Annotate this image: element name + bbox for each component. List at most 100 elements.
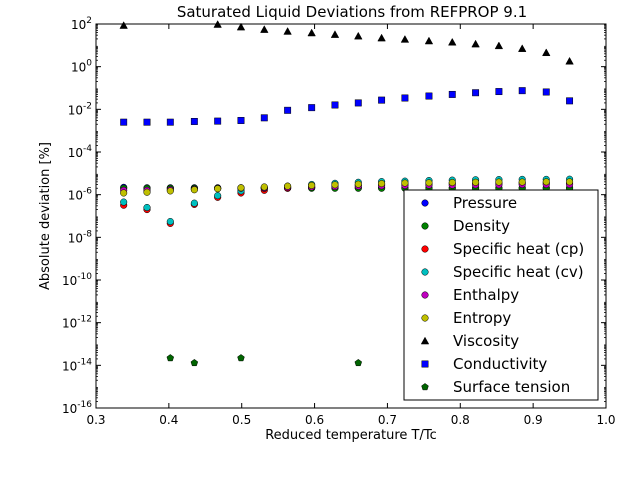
legend-entry: Specific heat (cp): [421, 240, 584, 258]
data-point: [120, 198, 128, 206]
series-viscosity: [119, 20, 574, 65]
data-point: [354, 180, 362, 188]
data-point: [308, 104, 316, 112]
data-point: [377, 33, 386, 42]
data-point: [120, 118, 128, 126]
x-tick-label: 0.3: [86, 413, 105, 427]
data-point: [307, 28, 316, 37]
legend-marker: [421, 245, 429, 253]
data-point: [143, 203, 151, 212]
data-point: [284, 182, 292, 190]
legend-label: Density: [453, 217, 510, 235]
legend-label: Conductivity: [453, 355, 547, 373]
legend-marker: [420, 336, 430, 345]
data-point: [331, 181, 339, 189]
data-point: [400, 35, 410, 43]
legend-entry: Conductivity: [421, 355, 547, 373]
legend-marker: [421, 222, 429, 230]
data-marks: [119, 20, 574, 367]
data-point: [190, 358, 199, 367]
legend-label: Surface tension: [453, 378, 570, 396]
data-point: [237, 354, 245, 362]
legend-label: Viscosity: [453, 332, 519, 350]
legend-entry: Density: [421, 217, 510, 235]
data-point: [260, 183, 268, 191]
legend-entry: Surface tension: [421, 378, 570, 396]
x-tick-label: 0.7: [378, 413, 397, 427]
data-point: [542, 178, 550, 186]
legend-marker: [421, 268, 429, 276]
data-point: [378, 96, 386, 104]
data-point: [424, 36, 434, 45]
y-tick-label: 10-12: [62, 315, 92, 331]
data-point: [565, 56, 574, 65]
data-point: [354, 99, 362, 107]
y-tick-label: 10-10: [62, 272, 92, 288]
data-point: [283, 27, 292, 35]
x-tick-label: 0.9: [524, 413, 543, 427]
data-point: [495, 88, 503, 96]
data-point: [542, 48, 551, 57]
legend-entry: Viscosity: [420, 332, 519, 350]
data-point: [518, 87, 526, 95]
data-point: [425, 92, 433, 100]
data-point: [214, 192, 222, 200]
y-tick-label: 10-16: [62, 400, 92, 416]
legend-marker: [421, 291, 429, 299]
data-point: [214, 185, 222, 193]
x-tick-label: 0.5: [232, 413, 251, 427]
legend-label: Pressure: [453, 194, 517, 212]
data-point: [284, 106, 292, 114]
data-point: [472, 89, 480, 97]
plot-frame: [95, 23, 607, 409]
data-point: [331, 101, 339, 109]
x-tick-label: 0.8: [451, 413, 470, 427]
data-point: [166, 118, 174, 126]
legend-label: Entropy: [453, 309, 511, 327]
data-point: [190, 199, 198, 207]
data-point: [471, 39, 480, 48]
data-point: [190, 118, 198, 125]
series-entropy: [120, 178, 574, 197]
data-point: [354, 358, 363, 367]
data-point: [354, 31, 363, 40]
data-point: [143, 188, 151, 196]
y-tick-label: 10-8: [68, 229, 93, 245]
legend-marker: [421, 199, 429, 207]
legend-marker: [421, 360, 429, 368]
data-point: [260, 25, 269, 33]
data-point: [166, 187, 174, 195]
data-point: [166, 354, 175, 362]
x-tick-label: 1.0: [596, 413, 615, 427]
data-point: [237, 184, 245, 192]
data-point: [518, 178, 526, 186]
x-tick-label: 0.4: [159, 413, 178, 427]
data-point: [448, 90, 456, 98]
data-point: [472, 178, 480, 186]
data-point: [517, 44, 527, 52]
data-point: [330, 30, 340, 38]
data-point: [378, 180, 386, 188]
data-point: [448, 37, 457, 46]
data-point: [260, 114, 268, 122]
y-axis-label: Absolute deviation [%]: [38, 142, 53, 290]
data-point: [190, 186, 198, 194]
y-tick-label: 10-2: [68, 101, 92, 117]
series-conductivity: [120, 87, 574, 126]
data-point: [566, 178, 574, 186]
data-point: [237, 117, 245, 124]
y-tick-label: 10-6: [68, 187, 93, 203]
data-point: [495, 178, 503, 186]
legend-entry: Enthalpy: [421, 286, 519, 304]
data-point: [425, 179, 433, 187]
legend-entry: Pressure: [421, 194, 517, 212]
y-tick-label: 100: [71, 59, 92, 75]
data-point: [236, 22, 246, 31]
data-point: [566, 97, 574, 105]
y-tick-label: 10-14: [62, 357, 92, 373]
chart-title: Saturated Liquid Deviations from REFPROP…: [177, 3, 527, 21]
y-tick-label: 10-4: [68, 144, 93, 160]
data-point: [119, 21, 128, 29]
data-point: [143, 118, 151, 126]
data-point: [448, 178, 456, 187]
